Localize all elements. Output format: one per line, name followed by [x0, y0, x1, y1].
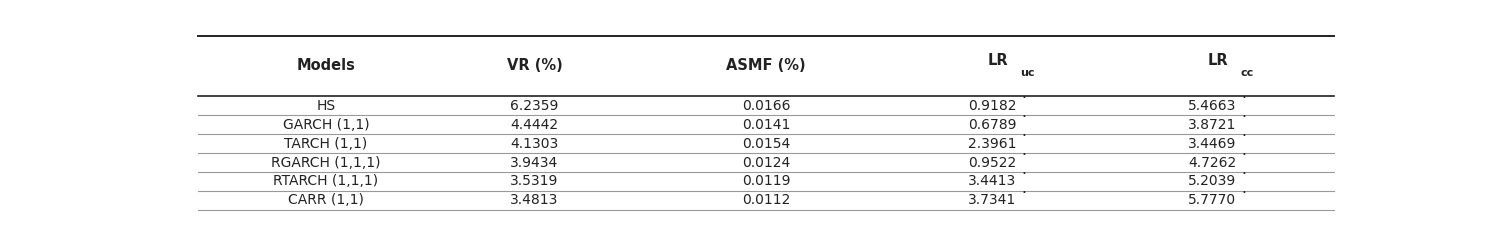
Text: 0.9522: 0.9522: [967, 156, 1017, 169]
Text: 3.9434: 3.9434: [510, 156, 559, 169]
Text: 5.4663: 5.4663: [1189, 99, 1236, 113]
Text: 0.0124: 0.0124: [742, 156, 791, 169]
Text: LR: LR: [1208, 53, 1229, 68]
Text: 5.2039: 5.2039: [1189, 174, 1236, 188]
Text: 4.4442: 4.4442: [510, 118, 559, 132]
Text: ·: ·: [1241, 91, 1245, 106]
Text: 3.4413: 3.4413: [967, 174, 1017, 188]
Text: ·: ·: [1021, 167, 1026, 182]
Text: 0.0119: 0.0119: [742, 174, 791, 188]
Text: Models: Models: [296, 58, 356, 73]
Text: 2.3961: 2.3961: [967, 137, 1017, 151]
Text: 0.6789: 0.6789: [967, 118, 1017, 132]
Text: ·: ·: [1021, 186, 1026, 201]
Text: RTARCH (1,1,1): RTARCH (1,1,1): [274, 174, 378, 188]
Text: ·: ·: [1021, 110, 1026, 125]
Text: ·: ·: [1021, 129, 1026, 144]
Text: ·: ·: [1021, 91, 1026, 106]
Text: ·: ·: [1241, 148, 1245, 163]
Text: ·: ·: [1241, 129, 1245, 144]
Text: 3.4813: 3.4813: [510, 193, 559, 207]
Text: 0.0166: 0.0166: [742, 99, 791, 113]
Text: 0.9182: 0.9182: [967, 99, 1017, 113]
Text: 3.4469: 3.4469: [1189, 137, 1236, 151]
Text: RGARCH (1,1,1): RGARCH (1,1,1): [271, 156, 381, 169]
Text: uc: uc: [1020, 68, 1035, 78]
Text: TARCH (1,1): TARCH (1,1): [284, 137, 368, 151]
Text: ·: ·: [1241, 186, 1245, 201]
Text: LR: LR: [988, 53, 1008, 68]
Text: ASMF (%): ASMF (%): [727, 58, 806, 73]
Text: 6.2359: 6.2359: [510, 99, 559, 113]
Text: ·: ·: [1241, 167, 1245, 182]
Text: 0.0112: 0.0112: [742, 193, 791, 207]
Text: ·: ·: [1241, 110, 1245, 125]
Text: GARCH (1,1): GARCH (1,1): [283, 118, 369, 132]
Text: 0.0154: 0.0154: [742, 137, 791, 151]
Text: 4.1303: 4.1303: [510, 137, 559, 151]
Text: 4.7262: 4.7262: [1189, 156, 1236, 169]
Text: CARR (1,1): CARR (1,1): [289, 193, 363, 207]
Text: 3.8721: 3.8721: [1189, 118, 1236, 132]
Text: 3.7341: 3.7341: [967, 193, 1017, 207]
Text: 0.0141: 0.0141: [742, 118, 791, 132]
Text: 3.5319: 3.5319: [510, 174, 559, 188]
Text: ·: ·: [1021, 148, 1026, 163]
Text: cc: cc: [1241, 68, 1254, 78]
Text: HS: HS: [317, 99, 335, 113]
Text: 5.7770: 5.7770: [1189, 193, 1236, 207]
Text: VR (%): VR (%): [507, 58, 562, 73]
